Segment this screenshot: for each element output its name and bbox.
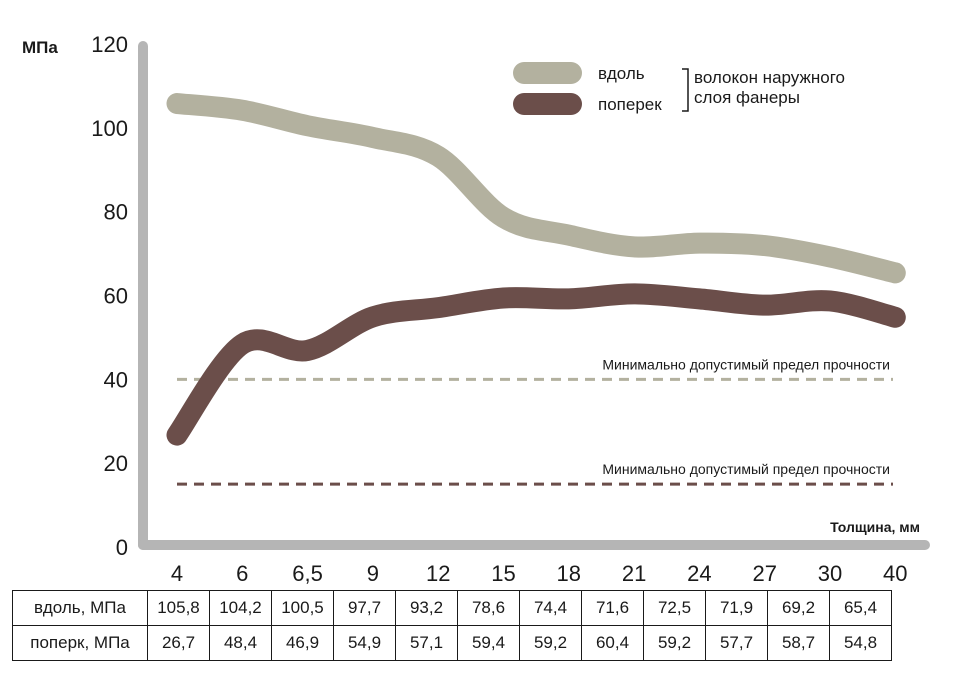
table-cell: 58,7 — [767, 625, 830, 661]
y-tick-label: 20 — [104, 451, 128, 476]
table-cell: 105,8 — [147, 590, 210, 626]
legend-label: поперек — [598, 95, 662, 114]
x-tick-label: 12 — [426, 561, 450, 586]
y-tick-label: 60 — [104, 284, 128, 309]
strength-chart: 0 20 40 60 80 100 120 4 6 6,5 9 12 15 18 21 24 27 30 40 М… — [22, 32, 930, 586]
x-tick-label: 18 — [557, 561, 581, 586]
legend-group-label: волокон наружного — [694, 68, 845, 87]
table-cell: 74,4 — [519, 590, 582, 626]
table-cell: 59,2 — [519, 625, 582, 661]
table-cell: 54,9 — [333, 625, 396, 661]
x-tick-label: 27 — [752, 561, 776, 586]
x-tick-labels: 4 6 6,5 9 12 15 18 21 24 27 30 40 — [171, 561, 908, 586]
table-row: поперк, МПа 26,7 48,4 46,9 54,9 57,1 59,4 59,2 6… — [12, 625, 892, 661]
y-tick-label: 120 — [91, 32, 128, 57]
legend-bracket — [682, 68, 689, 112]
row-header: поперк, МПа — [12, 625, 148, 661]
table-cell: 69,2 — [767, 590, 830, 626]
chart-axes — [138, 41, 930, 550]
table-cell: 59,4 — [457, 625, 520, 661]
threshold-label: Минимально допустимый предел прочности — [602, 356, 890, 372]
x-tick-label: 40 — [883, 561, 907, 586]
row-header: вдоль, МПа — [12, 590, 148, 626]
series-line-across — [166, 283, 906, 446]
table-cell: 71,9 — [705, 590, 768, 626]
series-lines — [166, 93, 906, 446]
table-cell: 59,2 — [643, 625, 706, 661]
y-tick-label: 80 — [104, 200, 128, 225]
legend-group-label: слоя фанеры — [694, 88, 800, 107]
table-cell: 60,4 — [581, 625, 644, 661]
x-axis-unit: Толщина, мм — [830, 519, 920, 535]
table-cell: 104,2 — [209, 590, 272, 626]
y-tick-labels: 0 20 40 60 80 100 120 — [91, 32, 128, 560]
data-table: вдоль, МПа 105,8 104,2 100,5 97,7 93,2 78,6 74,… — [12, 590, 892, 661]
table-cell: 57,7 — [705, 625, 768, 661]
threshold-lines: Минимально допустимый предел прочности Ми… — [177, 356, 893, 486]
legend-label: вдоль — [598, 64, 645, 83]
table-cell: 100,5 — [271, 590, 334, 626]
x-tick-label: 24 — [687, 561, 711, 586]
x-tick-label: 15 — [491, 561, 515, 586]
y-tick-label: 40 — [104, 367, 128, 392]
table-row: вдоль, МПа 105,8 104,2 100,5 97,7 93,2 78,6 74,… — [12, 590, 892, 626]
y-axis-unit: МПа — [22, 38, 58, 57]
table-cell: 65,4 — [829, 590, 892, 626]
table-cell: 54,8 — [829, 625, 892, 661]
x-tick-label: 6 — [236, 561, 248, 586]
table-cell: 71,6 — [581, 590, 644, 626]
table-cell: 26,7 — [147, 625, 210, 661]
x-tick-label: 30 — [818, 561, 842, 586]
table-cell: 46,9 — [271, 625, 334, 661]
table-cell: 57,1 — [395, 625, 458, 661]
x-tick-label: 6,5 — [292, 561, 323, 586]
table-cell: 72,5 — [643, 590, 706, 626]
x-tick-label: 9 — [367, 561, 379, 586]
table-cell: 93,2 — [395, 590, 458, 626]
table-cell: 78,6 — [457, 590, 520, 626]
series-line-along — [166, 93, 906, 284]
y-tick-label: 0 — [116, 535, 128, 560]
y-tick-label: 100 — [91, 116, 128, 141]
x-tick-label: 4 — [171, 561, 183, 586]
table-cell: 97,7 — [333, 590, 396, 626]
table-cell: 48,4 — [209, 625, 272, 661]
threshold-label: Минимально допустимый предел прочности — [602, 461, 890, 477]
x-tick-label: 21 — [622, 561, 646, 586]
